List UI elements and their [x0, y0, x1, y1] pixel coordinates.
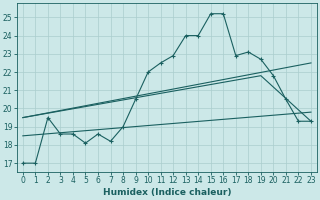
X-axis label: Humidex (Indice chaleur): Humidex (Indice chaleur)	[103, 188, 231, 197]
